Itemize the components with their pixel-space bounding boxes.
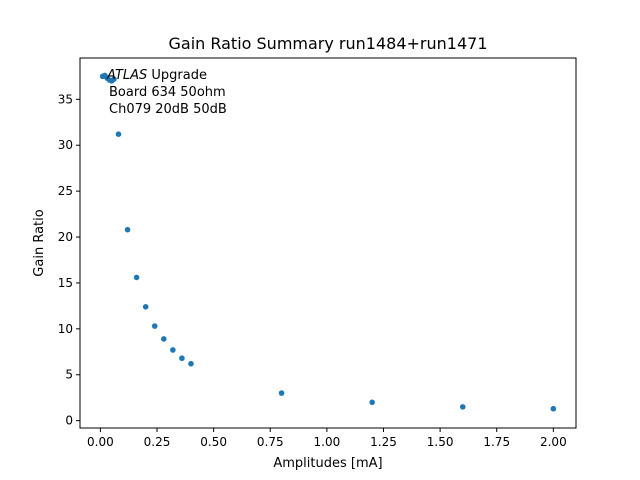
annotation-line-1: ATLAS Upgrade <box>106 68 207 83</box>
data-point <box>124 226 131 233</box>
annotation-line-3: Ch079 20dB 50dB <box>109 102 227 117</box>
y-tick-label: 25 <box>58 184 73 198</box>
x-tick-label: 1.75 <box>483 435 510 449</box>
chart-title: Gain Ratio Summary run1484+run1471 <box>168 34 487 53</box>
data-point <box>459 404 466 410</box>
x-tick-label: 1.00 <box>314 435 341 449</box>
x-tick-label: 1.50 <box>427 435 454 449</box>
x-tick-label: 0.00 <box>87 435 114 449</box>
data-point <box>188 360 194 367</box>
x-tick-label: 0.75 <box>257 435 284 449</box>
data-point <box>151 323 158 329</box>
data-point <box>369 399 375 406</box>
y-tick-label: 35 <box>58 92 73 106</box>
data-point <box>115 131 122 138</box>
x-axis-label: Amplitudes [mA] <box>273 456 382 471</box>
y-tick-label: 5 <box>65 368 73 382</box>
annotation-line-2: Board 634 50ohm <box>109 85 226 100</box>
data-point <box>111 76 117 82</box>
y-axis-label: Gain Ratio <box>32 209 47 276</box>
x-axis-ticks: 0.00 0.25 0.50 0.75 1.00 1.25 1.50 1.75 2.00 <box>87 428 567 449</box>
y-tick-label: 15 <box>58 276 73 290</box>
plot-area: 0.00 0.25 0.50 0.75 1.00 1.25 1.50 1.75 2.00 0 5 1… <box>58 57 577 449</box>
x-tick-label: 0.50 <box>200 435 227 449</box>
data-points <box>99 72 557 412</box>
data-point <box>550 405 557 412</box>
y-tick-label: 30 <box>58 138 73 152</box>
annotation: ATLAS Upgrade Board 634 50ohm Ch079 20dB… <box>106 68 227 117</box>
data-point <box>142 304 149 310</box>
data-point <box>133 274 140 281</box>
x-tick-label: 1.25 <box>370 435 397 449</box>
x-tick-label: 0.25 <box>144 435 171 449</box>
y-axis-ticks: 0 5 10 15 20 25 30 35 <box>58 92 80 428</box>
data-point <box>278 390 285 396</box>
upgrade-label: Upgrade <box>147 68 207 83</box>
atlas-label: ATLAS <box>106 68 147 83</box>
data-point <box>179 355 185 362</box>
x-tick-label: 2.00 <box>540 435 567 449</box>
y-tick-label: 10 <box>58 322 73 336</box>
data-point <box>170 347 176 353</box>
plot-frame <box>79 57 577 429</box>
y-tick-label: 0 <box>65 414 73 428</box>
y-tick-label: 20 <box>58 230 73 244</box>
data-point <box>160 336 167 342</box>
